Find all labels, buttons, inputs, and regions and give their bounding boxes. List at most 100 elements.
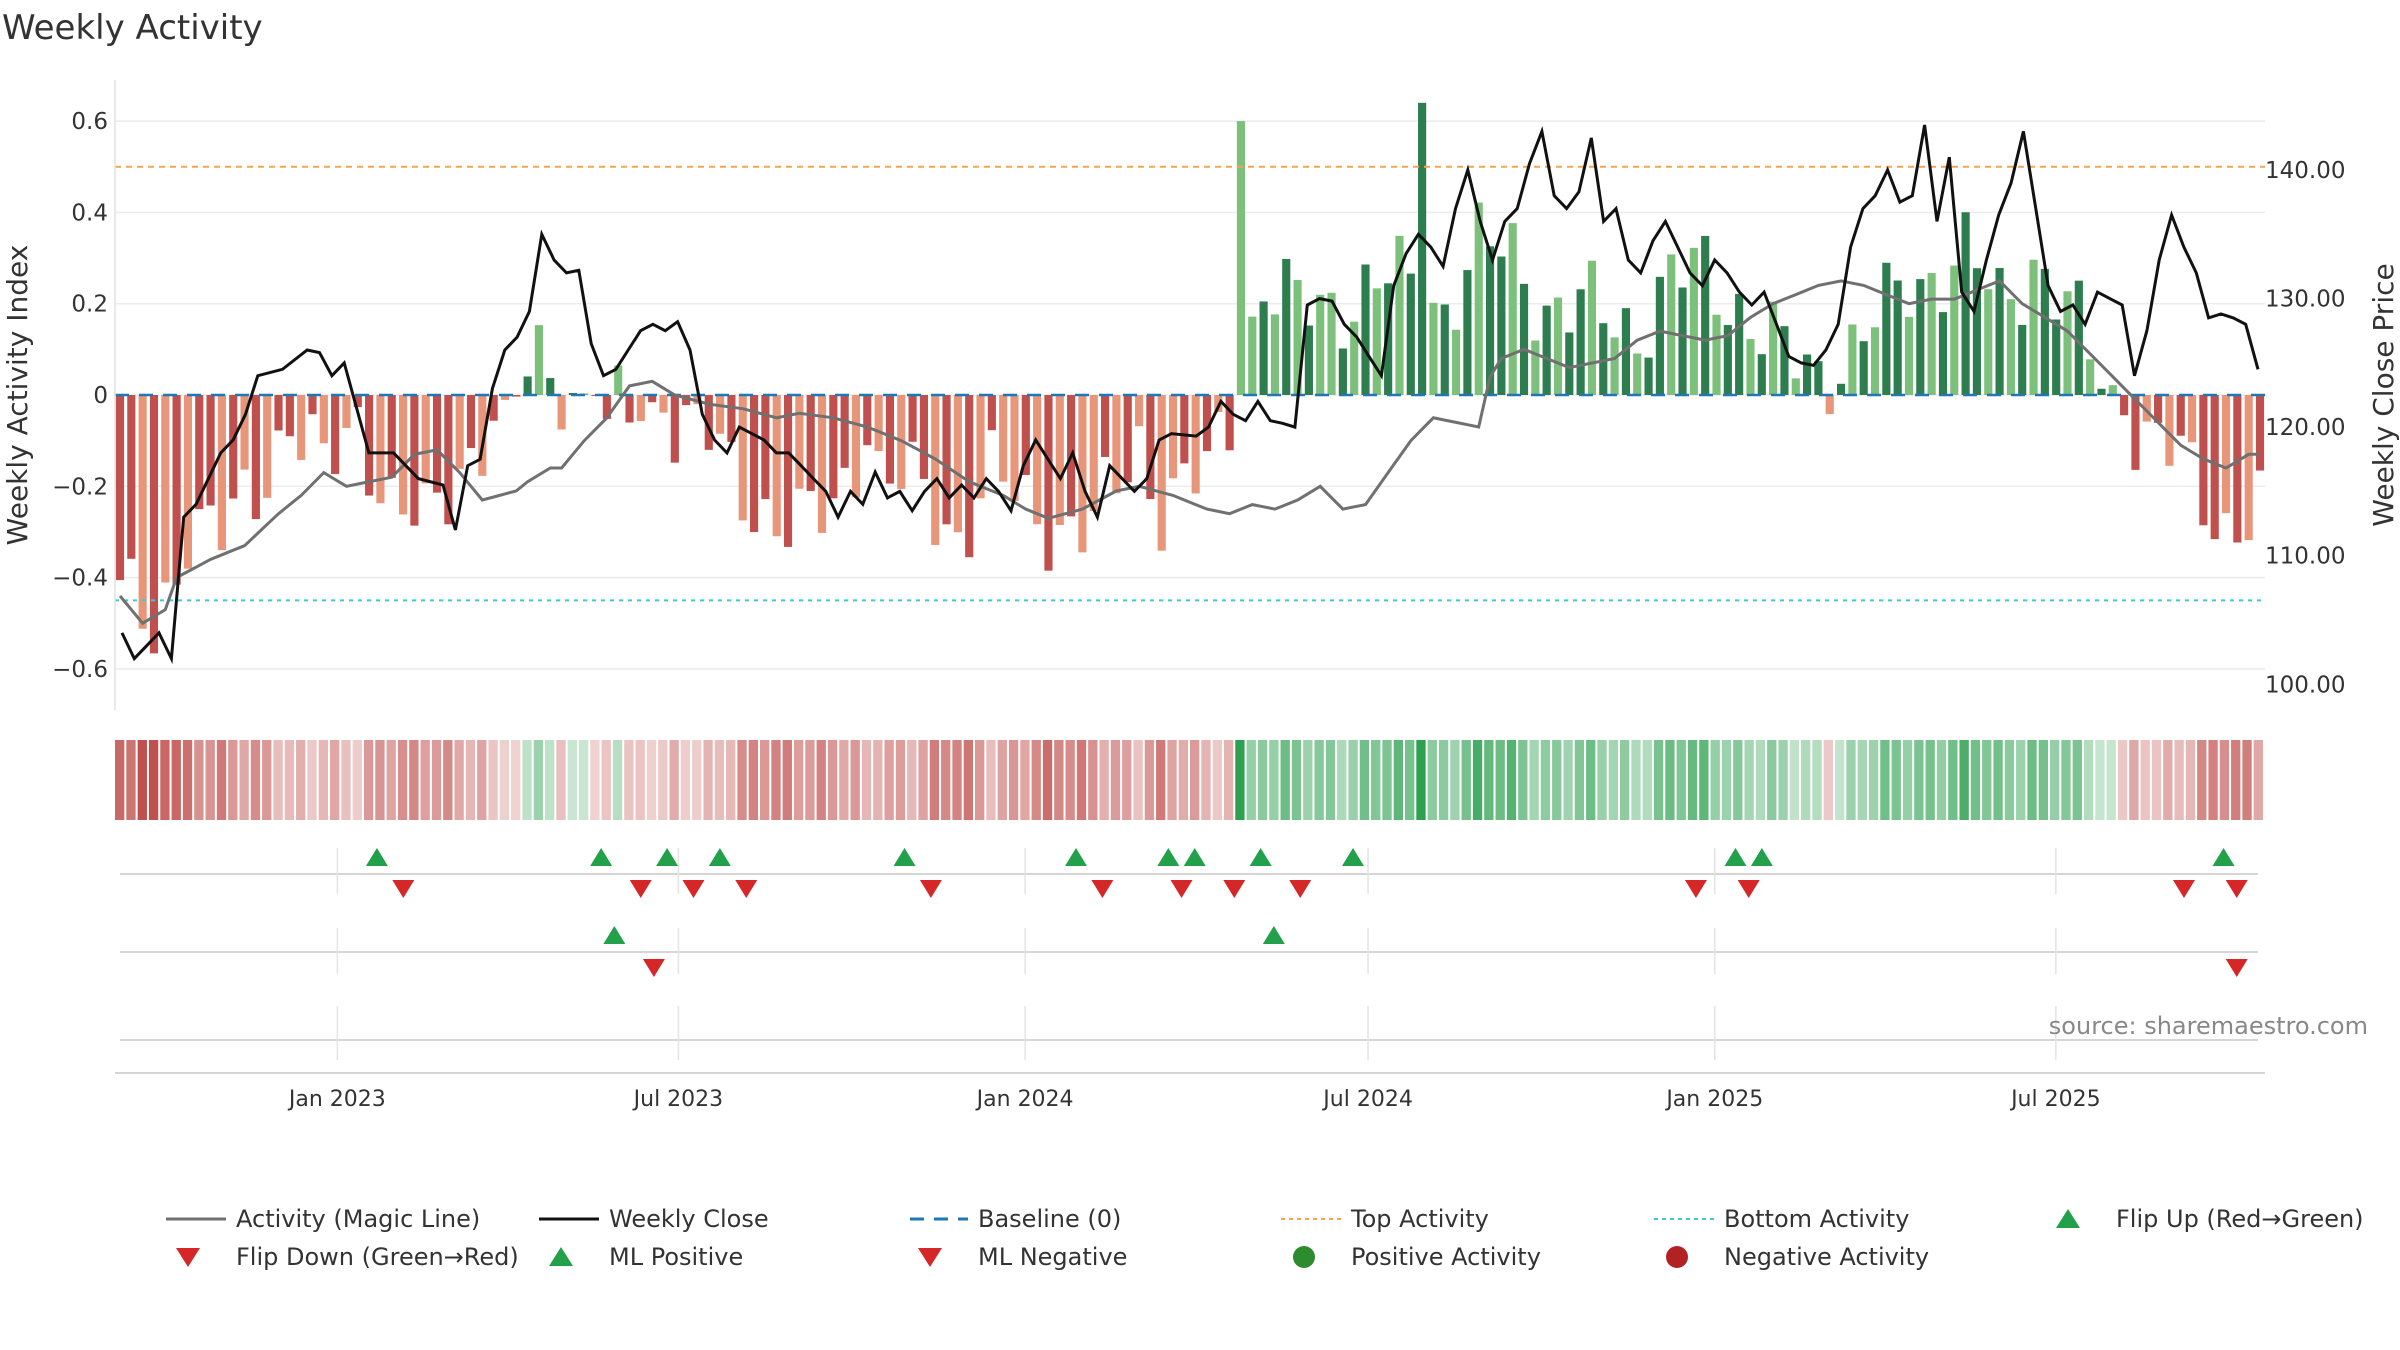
activity-bar	[149, 395, 159, 654]
activity-bar	[1542, 305, 1551, 395]
strip-cell	[1982, 740, 1992, 820]
strip-cell	[1337, 740, 1347, 820]
activity-bar	[1984, 289, 1993, 395]
activity-bar	[817, 395, 827, 533]
strip-cell	[1880, 740, 1890, 820]
strip-cell	[1925, 740, 1935, 820]
strip-cell	[997, 740, 1007, 820]
strip-cell	[1291, 740, 1302, 820]
activity-bar	[1123, 395, 1132, 483]
strip-cell	[284, 740, 295, 820]
strip-cell	[737, 740, 747, 820]
y-tick-label: 0.2	[71, 292, 108, 318]
activity-bar	[965, 395, 974, 558]
activity-bar	[1576, 289, 1585, 395]
activity-strip	[115, 740, 2263, 820]
activity-bar	[353, 395, 362, 408]
activity-bar	[670, 395, 679, 463]
strip-cell	[1235, 740, 1245, 820]
strip-cell	[2208, 740, 2218, 820]
strip-cell	[2027, 740, 2037, 820]
activity-bar	[1406, 273, 1415, 395]
legend-label: ML Positive	[609, 1243, 743, 1271]
activity-bar	[1587, 260, 1597, 395]
activity-bar	[1814, 361, 1823, 395]
activity-bar	[206, 395, 215, 506]
strip-cell	[352, 740, 362, 820]
y-tick-label: 0.4	[71, 200, 108, 226]
y2-tick-label: 110.00	[2265, 544, 2345, 570]
strip-cell	[771, 740, 781, 820]
strip-cell	[1733, 740, 1743, 820]
activity-bar	[500, 395, 510, 400]
strip-cell	[386, 740, 396, 820]
flip-up-marker	[708, 848, 731, 866]
activity-bar	[217, 395, 226, 551]
flip-down-marker	[629, 880, 652, 898]
legend-label: Flip Up (Red→Green)	[2116, 1205, 2364, 1233]
legend-swatch	[2056, 1209, 2080, 1228]
legend-label: Weekly Close	[609, 1205, 769, 1233]
strip-cell	[941, 740, 951, 820]
y-tick-label: 0.6	[71, 109, 108, 135]
activity-bar	[1248, 316, 1257, 395]
activity-bar	[2029, 259, 2038, 395]
strip-cell	[1597, 740, 1607, 820]
activity-bar	[1463, 270, 1472, 395]
strip-cell	[2219, 740, 2230, 820]
legend-swatch	[176, 1248, 200, 1267]
activity-bar	[919, 395, 928, 479]
activity-bar	[625, 395, 634, 423]
strip-cell	[827, 740, 838, 820]
activity-bar	[749, 395, 759, 533]
activity-bar	[2154, 395, 2163, 423]
strip-cell	[171, 740, 181, 820]
activity-bar	[795, 395, 804, 489]
activity-bar	[1225, 395, 1234, 451]
activity-bar	[1848, 324, 1857, 395]
x-tick-label: Jul 2023	[632, 1087, 724, 1112]
flip-down-marker	[1684, 880, 1707, 898]
strip-cell	[1857, 740, 1867, 820]
strip-cell	[635, 740, 645, 820]
activity-bar	[2210, 395, 2219, 540]
flip-up-marker	[1724, 848, 1747, 866]
signal-panels: Jan 2023 Jul 2023 Jan 2024 Jul 2024 Jan 2025…	[115, 848, 2368, 1112]
activity-bar	[874, 395, 883, 452]
activity-bar	[1927, 273, 1936, 395]
strip-cell	[726, 740, 736, 820]
strip-cell	[805, 740, 815, 820]
strip-cell	[669, 740, 679, 820]
strip-cell	[1065, 740, 1075, 820]
strip-cell	[929, 740, 940, 820]
strip-cell	[1246, 740, 1256, 820]
activity-bar	[2063, 291, 2072, 395]
flip-down-marker	[1170, 880, 1193, 898]
strip-cell	[907, 740, 917, 820]
strip-cell	[1518, 740, 1528, 820]
strip-cell	[1144, 740, 1155, 820]
activity-bar	[1338, 348, 1347, 395]
strip-cell	[137, 740, 147, 820]
activity-bar	[1384, 283, 1393, 395]
strip-cell	[884, 740, 894, 820]
strip-cell	[895, 740, 906, 820]
activity-bar	[1440, 304, 1449, 395]
activity-bar	[455, 395, 464, 469]
strip-cell	[330, 740, 340, 820]
ml-negative-marker	[642, 959, 665, 977]
activity-bar	[229, 395, 238, 499]
activity-bar	[1361, 264, 1370, 395]
strip-cell	[748, 740, 758, 820]
activity-bar	[1508, 223, 1517, 395]
activity-bar	[534, 325, 544, 395]
strip-cell	[1744, 740, 1754, 820]
strip-cell	[1076, 740, 1087, 820]
strip-cell	[397, 740, 408, 820]
x-tick-label: Jan 2023	[287, 1087, 386, 1112]
activity-bar	[1157, 395, 1166, 551]
activity-bar	[365, 395, 374, 496]
activity-bar	[829, 395, 838, 499]
strip-cell	[1552, 740, 1562, 820]
strip-cell	[1914, 740, 1924, 820]
